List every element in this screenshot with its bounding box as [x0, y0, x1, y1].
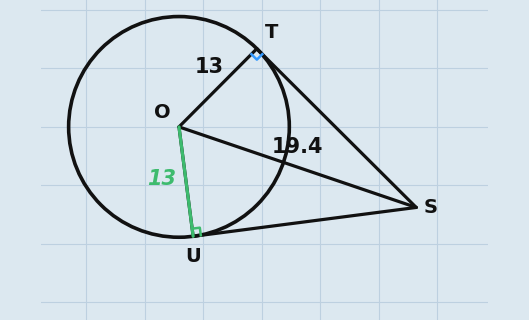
Text: U: U [185, 247, 201, 266]
Text: O: O [153, 103, 170, 123]
Text: 19.4: 19.4 [271, 137, 323, 156]
Text: S: S [424, 198, 438, 217]
Text: T: T [264, 23, 278, 42]
Text: 13: 13 [147, 169, 176, 189]
Text: 13: 13 [195, 57, 224, 77]
